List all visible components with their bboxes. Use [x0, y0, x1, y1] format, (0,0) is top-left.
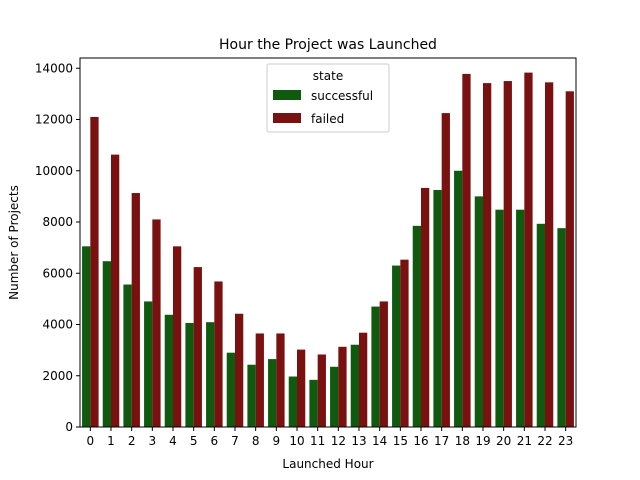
bar-failed-22 [545, 82, 554, 427]
x-tick-label: 15 [393, 434, 408, 448]
bar-failed-4 [173, 246, 182, 427]
legend-label-successful: successful [311, 89, 373, 103]
bar-failed-11 [317, 354, 326, 427]
bar-failed-9 [276, 333, 285, 427]
x-tick-label: 7 [231, 434, 239, 448]
bar-failed-10 [297, 349, 306, 427]
bar-failed-15 [400, 259, 409, 427]
bar-failed-14 [379, 301, 388, 427]
bar-successful-14 [371, 306, 380, 427]
bar-failed-2 [131, 193, 140, 427]
bar-successful-13 [350, 344, 359, 427]
y-tick-label: 12000 [35, 113, 73, 127]
bar-successful-21 [516, 209, 525, 427]
y-tick-label: 0 [65, 420, 73, 434]
bars-group [82, 72, 574, 428]
x-tick-label: 12 [331, 434, 346, 448]
bar-failed-5 [193, 267, 202, 427]
x-axis-label: Launched Hour [282, 457, 373, 471]
bar-successful-16 [412, 225, 421, 427]
bar-successful-3 [144, 301, 153, 427]
chart-title: Hour the Project was Launched [219, 37, 437, 53]
bar-failed-7 [235, 313, 244, 427]
bar-failed-20 [503, 81, 512, 427]
bar-successful-4 [164, 314, 173, 427]
bar-successful-11 [309, 379, 318, 427]
bar-successful-0 [82, 246, 91, 427]
bar-successful-19 [474, 196, 483, 428]
bar-successful-9 [268, 359, 277, 427]
bar-failed-18 [462, 73, 471, 427]
y-tick-label: 10000 [35, 164, 73, 178]
bar-successful-17 [433, 189, 442, 427]
bar-failed-21 [524, 72, 533, 428]
y-tick-label: 4000 [42, 318, 73, 332]
y-tick-label: 2000 [42, 369, 73, 383]
bar-successful-7 [226, 352, 235, 427]
bar-failed-16 [421, 187, 430, 427]
x-axis-ticks: 0 1 2 3 4 5 6 7 8 9 10 11 12 13 14 15 16 17 18 19 20 21 22 23 [87, 427, 573, 448]
x-tick-label: 13 [351, 434, 366, 448]
x-tick-label: 4 [169, 434, 177, 448]
y-tick-label: 14000 [35, 61, 73, 75]
bar-successful-2 [123, 284, 132, 427]
bar-successful-12 [330, 366, 339, 427]
bar-successful-20 [495, 209, 504, 427]
x-tick-label: 3 [149, 434, 157, 448]
y-axis-ticks: 0 2000 4000 6000 8000 10000 12000 14000 [35, 61, 80, 434]
x-tick-label: 19 [475, 434, 490, 448]
bar-successful-8 [247, 364, 256, 427]
bar-failed-13 [359, 332, 368, 427]
bar-failed-17 [441, 113, 450, 427]
x-tick-label: 23 [558, 434, 573, 448]
legend-title: state [313, 69, 343, 83]
y-tick-label: 8000 [42, 215, 73, 229]
x-tick-label: 21 [517, 434, 532, 448]
bar-successful-10 [288, 376, 297, 427]
legend: state successful failed [266, 63, 390, 133]
x-tick-label: 8 [252, 434, 260, 448]
x-tick-label: 0 [87, 434, 95, 448]
bar-successful-1 [102, 261, 111, 427]
bar-failed-19 [483, 83, 492, 428]
bar-failed-1 [111, 154, 120, 428]
x-tick-label: 20 [496, 434, 511, 448]
bar-successful-6 [206, 322, 215, 427]
x-tick-label: 10 [289, 434, 304, 448]
bar-failed-8 [255, 333, 264, 427]
x-tick-label: 2 [128, 434, 136, 448]
x-tick-label: 17 [434, 434, 449, 448]
bar-failed-23 [565, 91, 574, 427]
x-tick-label: 5 [190, 434, 198, 448]
x-tick-label: 16 [413, 434, 428, 448]
legend-swatch-successful [273, 90, 301, 100]
bar-failed-6 [214, 281, 223, 427]
bar-failed-12 [338, 346, 347, 427]
x-tick-label: 18 [455, 434, 470, 448]
bar-successful-5 [185, 322, 194, 427]
y-tick-label: 6000 [42, 266, 73, 280]
plot-frame [79, 57, 577, 428]
x-tick-label: 14 [372, 434, 387, 448]
bar-successful-22 [536, 223, 545, 427]
x-tick-label: 1 [107, 434, 115, 448]
x-tick-label: 11 [310, 434, 325, 448]
x-tick-label: 9 [273, 434, 281, 448]
bar-failed-3 [152, 219, 161, 427]
bar-failed-0 [90, 116, 99, 427]
bar-successful-23 [557, 228, 566, 427]
x-tick-label: 6 [211, 434, 219, 448]
bar-successful-18 [454, 170, 463, 427]
legend-swatch-failed [273, 113, 301, 123]
y-axis-label: Number of Projects [7, 185, 21, 300]
legend-label-failed: failed [311, 112, 344, 126]
x-tick-label: 22 [537, 434, 552, 448]
bar-successful-15 [392, 265, 401, 427]
